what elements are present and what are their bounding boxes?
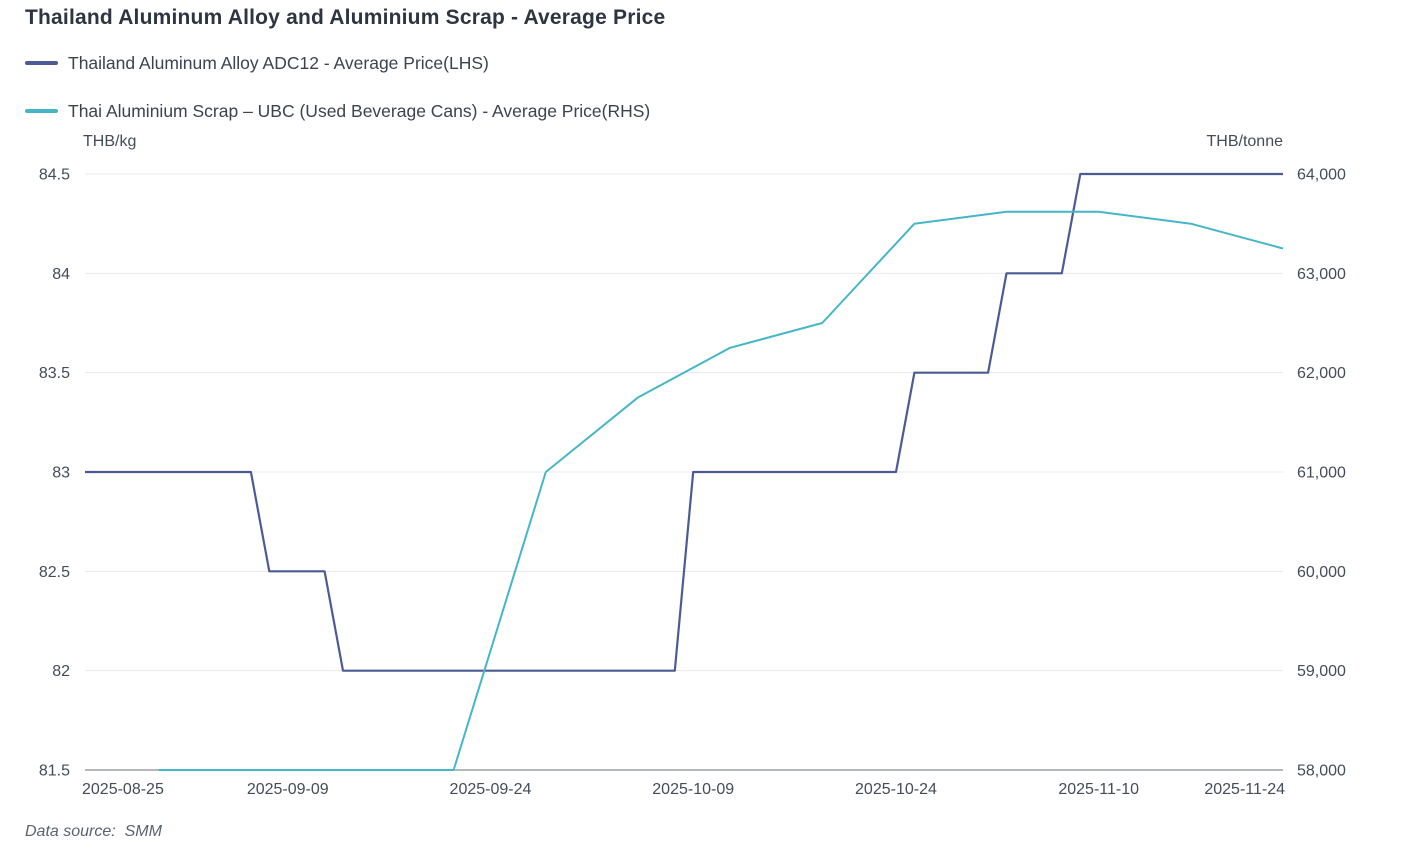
- x-axis-tick-label: 2025-11-24: [1204, 781, 1285, 798]
- left-axis-tick-label: 82: [52, 663, 70, 680]
- x-axis-tick-label: 2025-11-10: [1058, 781, 1139, 798]
- legend-label-adc12: Thailand Aluminum Alloy ADC12 - Average …: [68, 52, 489, 73]
- legend-item-adc12[interactable]: Thailand Aluminum Alloy ADC12 - Average …: [25, 50, 650, 76]
- left-axis-tick-label: 82.5: [39, 564, 70, 581]
- right-axis-tick-label: 60,000: [1297, 564, 1346, 581]
- right-axis-tick-label: 58,000: [1297, 763, 1346, 780]
- chart-title: Thailand Aluminum Alloy and Aluminium Sc…: [25, 6, 666, 29]
- right-axis-tick-label: 62,000: [1297, 365, 1346, 382]
- series-line-adc12: [85, 172, 1283, 672]
- right-axis-tick-label: 64,000: [1297, 167, 1346, 184]
- left-axis-unit-label: THB/kg: [83, 133, 137, 150]
- x-axis-tick-label: 2025-08-25: [82, 781, 164, 798]
- left-axis-tick-label: 84.5: [39, 167, 70, 184]
- right-axis-tick-label: 63,000: [1297, 266, 1346, 283]
- x-axis-tick-label: 2025-10-09: [652, 781, 734, 798]
- right-axis-tick-label: 61,000: [1297, 465, 1346, 482]
- legend-swatch-adc12-icon: [25, 61, 58, 65]
- legend-item-ubc[interactable]: Thai Aluminium Scrap – UBC (Used Beverag…: [25, 98, 650, 124]
- data-source-note: Data source: SMM: [25, 823, 162, 840]
- left-axis-tick-label: 84: [52, 266, 70, 283]
- legend-swatch-ubc-icon: [25, 109, 58, 113]
- x-axis-tick-label: 2025-10-24: [855, 781, 937, 798]
- right-axis-unit-label: THB/tonne: [1206, 133, 1283, 150]
- left-axis-tick-label: 83: [52, 465, 70, 482]
- right-axis-tick-label: 59,000: [1297, 663, 1346, 680]
- legend-label-ubc: Thai Aluminium Scrap – UBC (Used Beverag…: [68, 100, 651, 121]
- left-axis-tick-label: 83.5: [39, 365, 70, 382]
- legend: Thailand Aluminum Alloy ADC12 - Average …: [25, 50, 650, 146]
- x-axis-tick-label: 2025-09-09: [247, 781, 329, 798]
- x-axis-tick-label: 2025-09-24: [450, 781, 532, 798]
- series-line-ubc: [158, 210, 1284, 771]
- left-axis-tick-label: 81.5: [39, 763, 70, 780]
